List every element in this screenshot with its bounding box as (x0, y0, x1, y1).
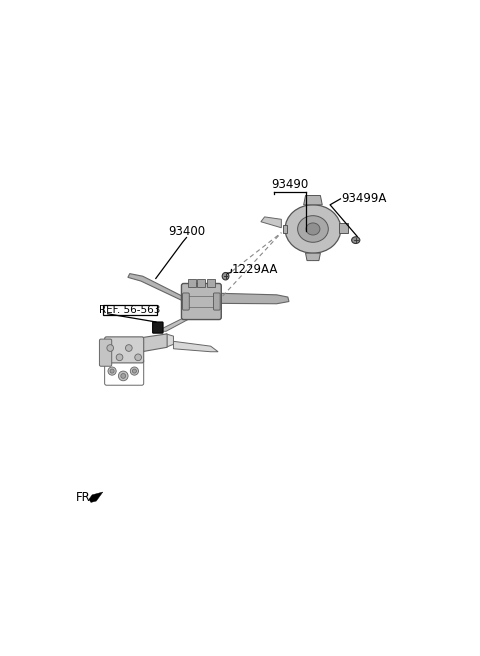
Text: REF. 56-563: REF. 56-563 (99, 304, 161, 315)
Text: 93400: 93400 (168, 224, 205, 237)
Text: FR.: FR. (76, 491, 94, 504)
Ellipse shape (285, 205, 341, 253)
FancyBboxPatch shape (188, 279, 196, 287)
FancyBboxPatch shape (214, 293, 220, 310)
FancyBboxPatch shape (105, 359, 144, 385)
Polygon shape (89, 492, 103, 502)
FancyBboxPatch shape (182, 293, 189, 310)
FancyBboxPatch shape (99, 339, 112, 366)
Circle shape (130, 367, 139, 375)
Circle shape (110, 369, 114, 373)
FancyBboxPatch shape (181, 283, 221, 319)
FancyBboxPatch shape (103, 305, 156, 314)
FancyBboxPatch shape (105, 337, 144, 363)
Polygon shape (261, 217, 281, 228)
Circle shape (135, 354, 142, 361)
Polygon shape (166, 334, 173, 347)
Polygon shape (128, 274, 184, 300)
Polygon shape (305, 253, 321, 260)
Circle shape (116, 354, 123, 361)
Circle shape (119, 371, 128, 380)
Polygon shape (173, 341, 218, 352)
Ellipse shape (306, 223, 320, 235)
Polygon shape (219, 293, 289, 304)
FancyBboxPatch shape (197, 279, 205, 287)
Circle shape (107, 344, 114, 352)
Text: 93490: 93490 (271, 178, 309, 191)
FancyBboxPatch shape (153, 322, 163, 333)
Text: 93499A: 93499A (341, 192, 386, 205)
Circle shape (125, 344, 132, 352)
FancyBboxPatch shape (206, 279, 215, 287)
Ellipse shape (298, 216, 328, 242)
Polygon shape (142, 334, 167, 352)
Polygon shape (283, 224, 287, 234)
Circle shape (108, 367, 116, 375)
Polygon shape (156, 318, 192, 331)
Ellipse shape (352, 237, 360, 243)
Ellipse shape (222, 272, 229, 280)
Circle shape (121, 373, 126, 379)
Polygon shape (339, 224, 348, 234)
Polygon shape (304, 195, 322, 205)
Text: 1229AA: 1229AA (232, 263, 278, 276)
Circle shape (132, 369, 136, 373)
